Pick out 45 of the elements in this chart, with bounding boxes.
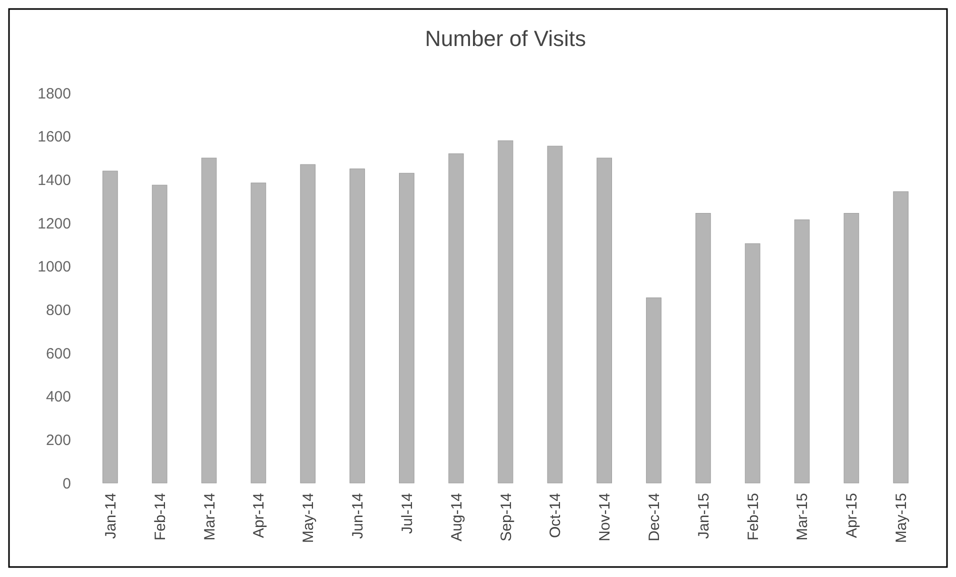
bar (300, 164, 316, 484)
x-tick-label: Jan-15 (695, 493, 712, 539)
x-tick-label: Sep-14 (498, 493, 515, 542)
bar (744, 243, 760, 484)
bar (350, 168, 365, 484)
y-tick-label: 0 (62, 475, 71, 492)
x-tick-label: Feb-15 (744, 493, 762, 541)
bar (152, 184, 168, 484)
y-tick-label: 1800 (38, 85, 71, 102)
bar (498, 140, 514, 484)
x-tick-label: Aug-14 (448, 493, 466, 542)
bar (547, 146, 563, 484)
bar (399, 172, 414, 484)
x-tick-label: May-14 (300, 493, 318, 544)
bar (893, 191, 908, 484)
y-tick-label: 200 (46, 432, 71, 449)
bar (696, 213, 711, 484)
y-tick-label: 1200 (38, 215, 71, 232)
x-tick-label: May-15 (893, 493, 910, 544)
x-tick-label: Apr-15 (844, 493, 861, 538)
y-tick-label: 1600 (38, 128, 71, 146)
bar (844, 213, 860, 484)
x-tick-label: Nov-14 (596, 493, 614, 542)
x-tick-label: Mar-14 (201, 493, 218, 541)
x-tick-label: Feb-14 (152, 493, 169, 541)
x-tick-label: Mar-15 (794, 493, 812, 541)
chart-title: Number of Visits (425, 26, 586, 51)
bar (794, 220, 810, 484)
bar (250, 182, 266, 484)
bar (102, 170, 118, 484)
y-tick-label: 1000 (38, 258, 71, 276)
x-tick-label: Dec-14 (646, 493, 663, 542)
x-tick-label: Apr-14 (250, 493, 268, 538)
y-tick-label: 400 (46, 388, 71, 406)
bar (448, 153, 464, 484)
bar (646, 298, 662, 484)
x-tick-label: Jun-14 (350, 493, 367, 539)
bar (596, 158, 612, 484)
x-tick-label: Jan-14 (102, 493, 120, 539)
bar (201, 158, 217, 484)
y-tick-label: 600 (46, 345, 71, 362)
x-tick-label: Jul-14 (398, 493, 416, 534)
y-tick-label: 1400 (38, 172, 71, 189)
y-tick-label: 800 (46, 302, 71, 319)
x-tick-label: Oct-14 (547, 493, 564, 538)
